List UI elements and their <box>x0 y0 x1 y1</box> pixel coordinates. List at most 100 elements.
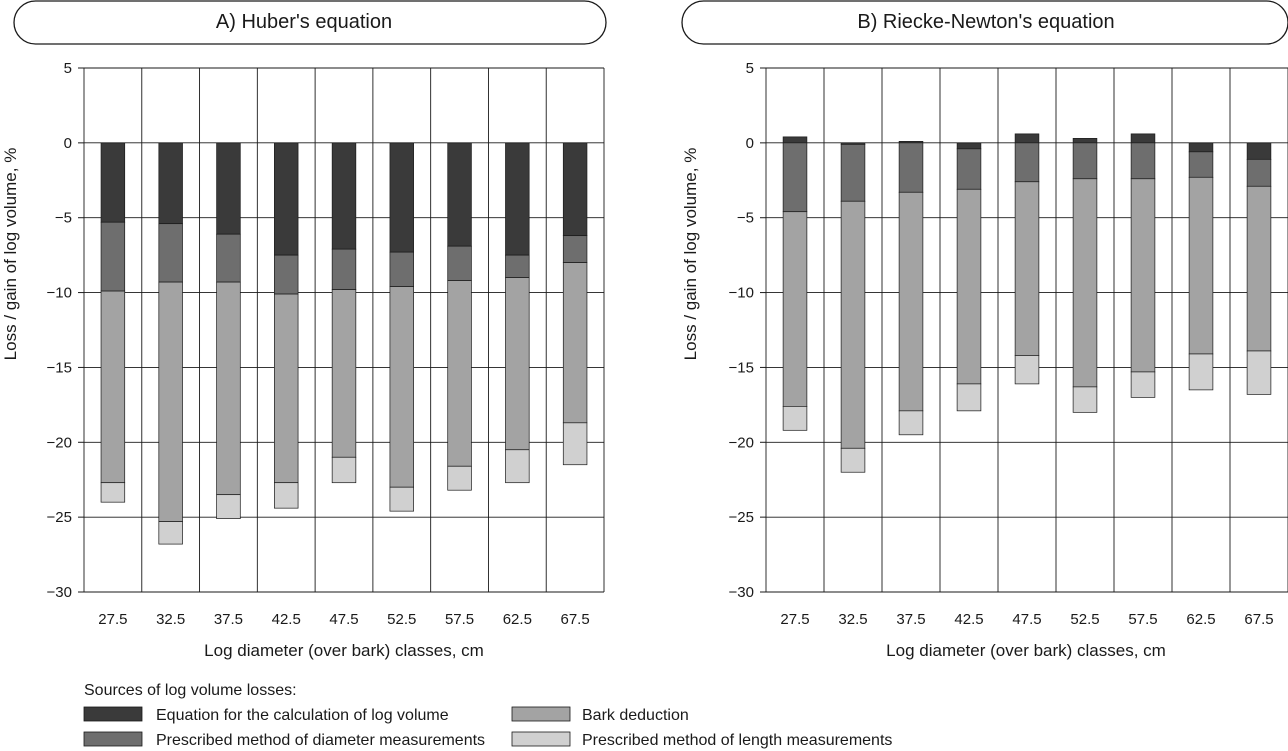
panel-a-bar-bark-62-5 <box>505 277 530 451</box>
panel-b-bar-length-42-5 <box>956 383 982 412</box>
legend-label-equation: Equation for the calculation of log volu… <box>156 707 449 724</box>
legend-title: Sources of log volume losses: <box>84 682 297 699</box>
panel-a-bar-diameter-27-5 <box>100 221 126 292</box>
panel-a-bar-diameter-42-5 <box>274 254 299 295</box>
panel-b-bar-length-57-5 <box>1130 371 1156 398</box>
legend-swatch-bark <box>511 706 571 722</box>
panel-b-x-tick-label: 27.5 <box>780 611 809 628</box>
panel-a-bar-bark-37-5 <box>216 281 241 496</box>
panel-a-y-tick-label: −5 <box>55 210 72 227</box>
panel-b-x-tick-label: 42.5 <box>954 611 983 628</box>
panel-b-bar-diameter-67-5 <box>1246 158 1272 187</box>
panel-b-bar-equation-62-5 <box>1188 142 1214 153</box>
panel-a-bar-equation-67-5 <box>562 142 588 237</box>
panel-a-title: A) Huber's equation <box>216 11 392 33</box>
panel-b-title: B) Riecke-Newton's equation <box>857 11 1114 33</box>
panel-a-bar-length-42-5 <box>274 482 299 509</box>
panel-b-x-tick-label: 57.5 <box>1128 611 1157 628</box>
panel-a-bar-equation-47-5 <box>331 142 357 250</box>
panel-b-bar-length-67-5 <box>1246 350 1272 395</box>
panel-b-bar-bark-52-5 <box>1072 178 1098 388</box>
panel-b-plot: 5 0 −5 −10 −15 −20 −25 −30 27.5 32.5 37.5 42.5 47.5 5… <box>729 60 1288 628</box>
panel-b-bar-bark-27-5 <box>782 211 808 407</box>
panel-a-y-tick-label: −15 <box>47 359 72 376</box>
panel-b: B) Riecke-Newton's equation 5 0 −5 −10 −15 −2… <box>681 0 1288 660</box>
panel-b-y-tick-label: 5 <box>746 60 754 77</box>
panel-a-y-axis-label: Loss / gain of log volume, % <box>1 148 20 361</box>
panel-a-bar-length-27-5 <box>100 482 126 503</box>
legend-item-equation: Equation for the calculation of log volu… <box>83 706 449 724</box>
panel-a-bar-bark-47-5 <box>331 289 357 458</box>
panel-a-bar-length-37-5 <box>216 494 241 519</box>
panel-a-y-tick-label: 0 <box>64 135 72 152</box>
panel-b-bar-equation-57-5 <box>1130 133 1156 144</box>
panel-b-bar-bark-67-5 <box>1246 185 1272 352</box>
panel-a-x-tick-label: 42.5 <box>272 611 301 628</box>
panel-a-y-tick-label: 5 <box>64 60 72 77</box>
panel-b-bar-diameter-37-5 <box>898 142 924 193</box>
panel-b-x-tick-label: 62.5 <box>1186 611 1215 628</box>
panel-b-x-axis-label: Log diameter (over bark) classes, cm <box>886 641 1166 660</box>
panel-a-x-tick-label: 52.5 <box>387 611 416 628</box>
legend-swatch-length <box>511 731 571 747</box>
panel-b-y-tick-label: 0 <box>746 135 754 152</box>
panel-a-y-tick-label: −20 <box>47 434 72 451</box>
panel-b-bar-diameter-47-5 <box>1014 142 1040 183</box>
panel-b-bar-length-27-5 <box>782 406 808 431</box>
panel-a-bar-diameter-57-5 <box>447 245 472 281</box>
legend-swatch-diameter <box>83 731 143 747</box>
panel-a-bar-equation-62-5 <box>505 142 530 256</box>
panel-a-bar-equation-52-5 <box>389 142 414 253</box>
panel-b-bar-bark-42-5 <box>956 188 982 385</box>
legend-item-length: Prescribed method of length measurements <box>511 731 892 749</box>
panel-b-bar-diameter-52-5 <box>1072 142 1098 180</box>
panel-b-bar-diameter-32-5 <box>840 144 866 202</box>
panel-a-bar-diameter-47-5 <box>331 248 357 290</box>
panel-b-bar-diameter-62-5 <box>1188 151 1214 178</box>
panel-b-bar-diameter-57-5 <box>1130 142 1156 180</box>
panel-a-x-tick-label: 57.5 <box>445 611 474 628</box>
panel-a-bar-bark-67-5 <box>562 262 588 424</box>
panel-b-y-tick-label: −5 <box>737 210 754 227</box>
panel-a-y-tick-label: −30 <box>47 584 72 601</box>
panel-b-bar-equation-47-5 <box>1014 133 1040 144</box>
panel-b-y-axis-label: Loss / gain of log volume, % <box>681 148 700 361</box>
panel-a-bar-bark-32-5 <box>158 281 183 522</box>
panel-a: A) Huber's equation 5 0 −5 −10 −15 −20 −25 −30 2… <box>1 0 607 660</box>
panel-b-x-tick-label: 32.5 <box>838 611 867 628</box>
panel-a-bar-equation-32-5 <box>158 142 183 225</box>
panel-a-bar-length-32-5 <box>158 521 183 545</box>
panel-b-y-tick-label: −25 <box>729 509 754 526</box>
panel-a-bar-diameter-37-5 <box>216 233 241 283</box>
panel-b-y-tick-label: −15 <box>729 359 754 376</box>
panel-b-x-tick-label: 47.5 <box>1012 611 1041 628</box>
legend-item-bark: Bark deduction <box>511 706 689 724</box>
panel-b-bar-equation-52-5 <box>1072 138 1098 144</box>
legend-item-diameter: Prescribed method of diameter measuremen… <box>83 731 485 749</box>
panel-a-bar-diameter-52-5 <box>389 251 414 287</box>
panel-a-bar-length-62-5 <box>505 449 530 484</box>
panel-a-x-tick-label: 37.5 <box>214 611 243 628</box>
panel-a-bar-equation-57-5 <box>447 142 472 247</box>
legend-label-bark: Bark deduction <box>582 707 689 724</box>
panel-a-bar-diameter-67-5 <box>562 235 588 263</box>
panel-a-bar-equation-42-5 <box>274 142 299 256</box>
panel-b-bar-diameter-27-5 <box>782 142 808 213</box>
panel-a-x-tick-label: 62.5 <box>503 611 532 628</box>
panel-b-bar-length-32-5 <box>840 447 866 473</box>
panel-b-bar-equation-67-5 <box>1246 142 1272 160</box>
panel-b-bar-bark-47-5 <box>1014 181 1040 356</box>
panel-a-bar-bark-27-5 <box>100 290 126 484</box>
panel-a-x-axis-label: Log diameter (over bark) classes, cm <box>204 641 484 660</box>
panel-a-bar-equation-27-5 <box>100 142 126 223</box>
panel-b-bar-length-52-5 <box>1072 386 1098 413</box>
panel-b-bar-length-47-5 <box>1014 355 1040 385</box>
panel-b-bar-bark-62-5 <box>1188 176 1214 355</box>
panel-a-y-tick-label: −10 <box>47 285 72 302</box>
legend-label-diameter: Prescribed method of diameter measuremen… <box>156 732 485 749</box>
legend-swatch-equation <box>83 706 143 722</box>
panel-a-bar-length-67-5 <box>562 422 588 466</box>
panel-a-x-tick-label: 67.5 <box>561 611 590 628</box>
panel-b-y-tick-label: −10 <box>729 285 754 302</box>
